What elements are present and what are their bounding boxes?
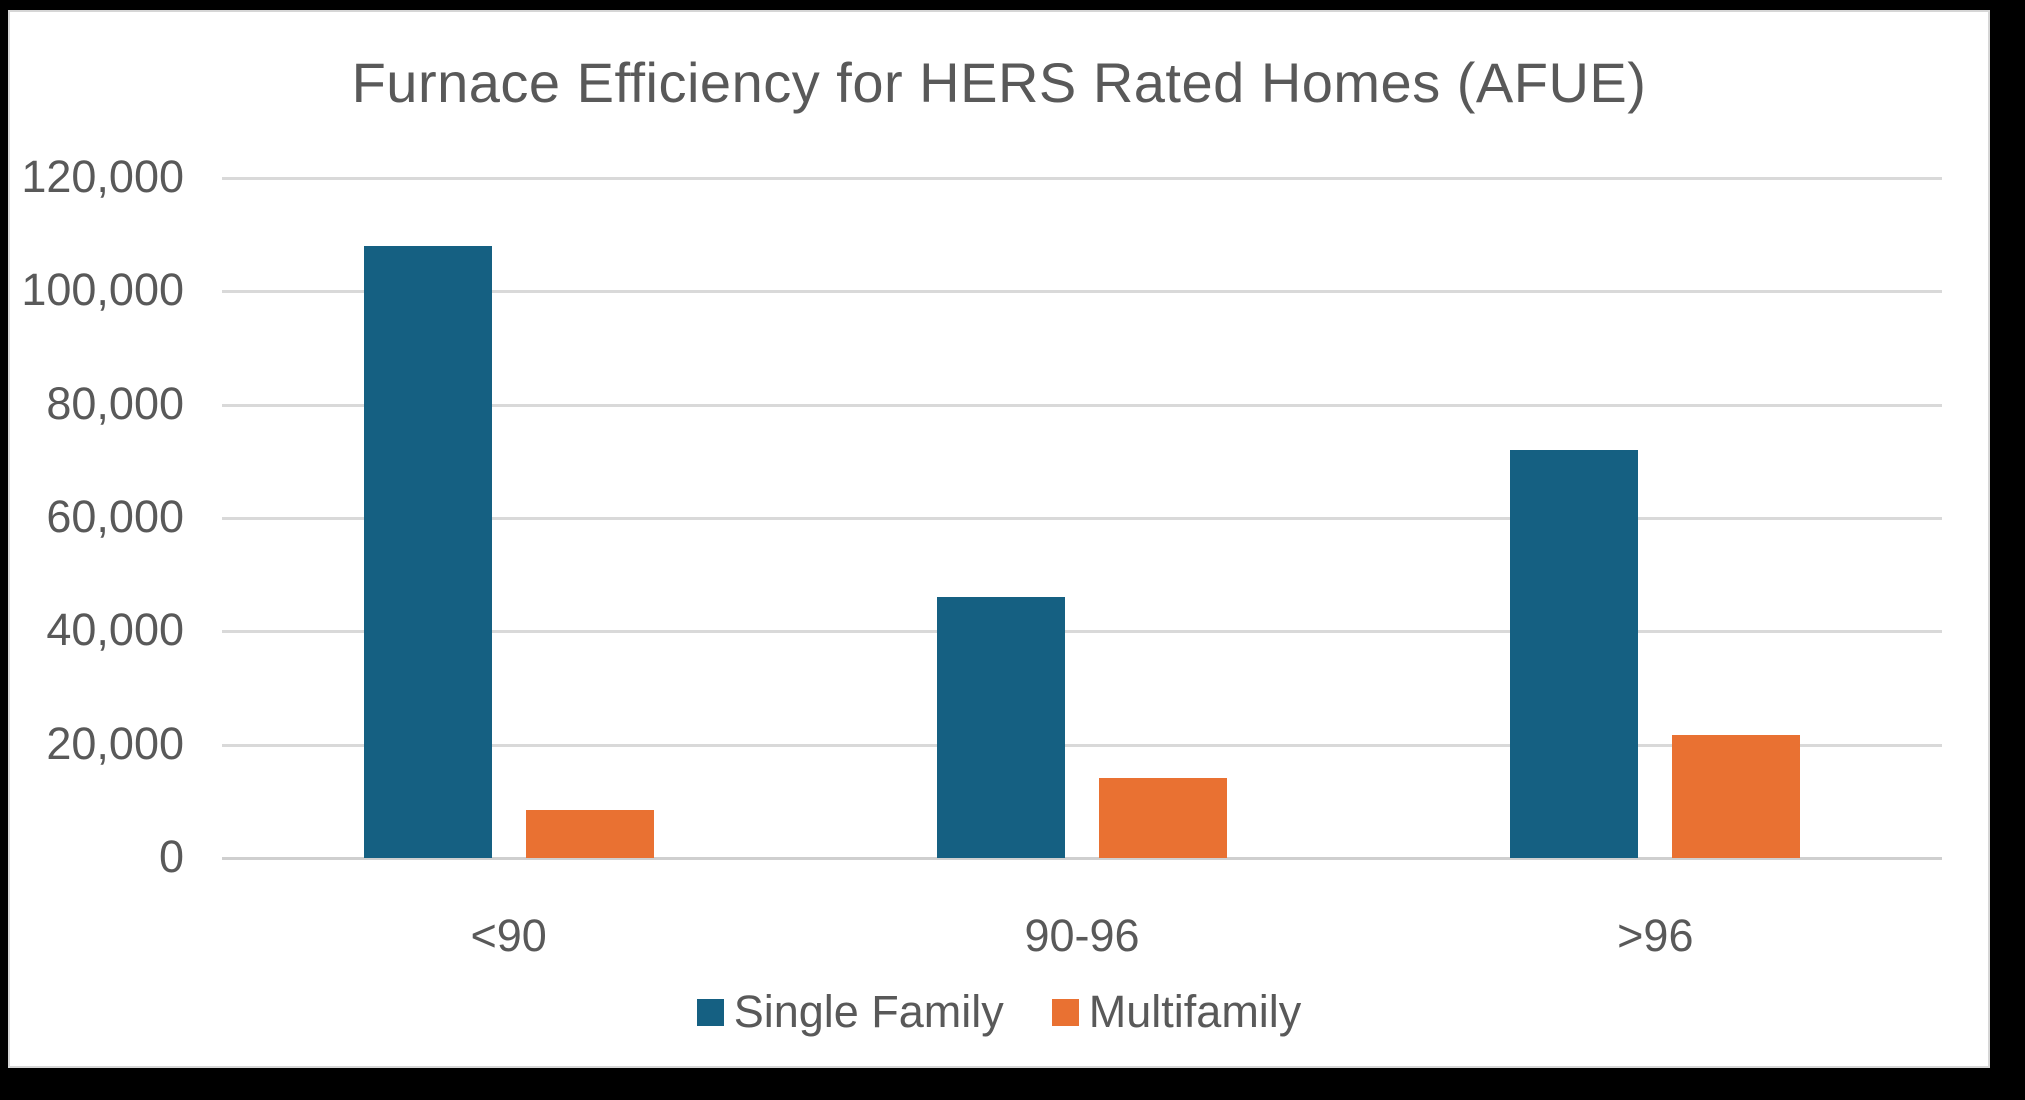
x-category-label-90-96: 90-96 xyxy=(1024,910,1140,961)
y-tick-label-40,000: 40,000 xyxy=(46,604,184,656)
bar-multifamily-90 xyxy=(525,809,654,858)
plot-area xyxy=(222,177,1942,860)
y-tick-label-60,000: 60,000 xyxy=(46,490,184,542)
legend: Single Family Multifamily xyxy=(10,986,1988,1038)
gridline-20,000 xyxy=(222,743,1942,747)
gridline-120,000 xyxy=(222,177,1942,180)
gridline-100,000 xyxy=(222,290,1942,294)
x-category-label-90: <90 xyxy=(470,910,547,961)
gridline-60,000 xyxy=(222,517,1942,520)
x-axis-line xyxy=(222,857,1942,860)
y-tick-label-100,000: 100,000 xyxy=(21,264,184,316)
bar-single-family-90 xyxy=(363,246,492,858)
y-tick-label-120,000: 120,000 xyxy=(21,150,184,202)
legend-item-multifamily: Multifamily xyxy=(1051,986,1302,1038)
legend-label-multifamily: Multifamily xyxy=(1088,986,1302,1037)
y-tick-label-0: 0 xyxy=(158,830,184,882)
bar-multifamily-90-96 xyxy=(1099,777,1227,858)
gridline-80,000 xyxy=(222,403,1942,407)
gridline-40,000 xyxy=(222,630,1942,634)
bar-single-family-96 xyxy=(1510,450,1639,858)
x-category-label-96: >96 xyxy=(1617,910,1694,961)
bar-multifamily-96 xyxy=(1672,735,1801,858)
chart-title: Furnace Efficiency for HERS Rated Homes … xyxy=(351,51,1647,114)
bar-single-family-90-96 xyxy=(937,597,1065,858)
legend-swatch-multifamily-icon xyxy=(1051,998,1079,1026)
legend-label-single-family: Single Family xyxy=(733,986,1004,1037)
legend-item-single-family: Single Family xyxy=(696,986,1004,1038)
legend-swatch-single-family-icon xyxy=(696,998,724,1026)
y-tick-label-80,000: 80,000 xyxy=(46,377,184,429)
chart-card: Furnace Efficiency for HERS Rated Homes … xyxy=(8,10,1990,1068)
y-tick-label-20,000: 20,000 xyxy=(46,717,184,769)
